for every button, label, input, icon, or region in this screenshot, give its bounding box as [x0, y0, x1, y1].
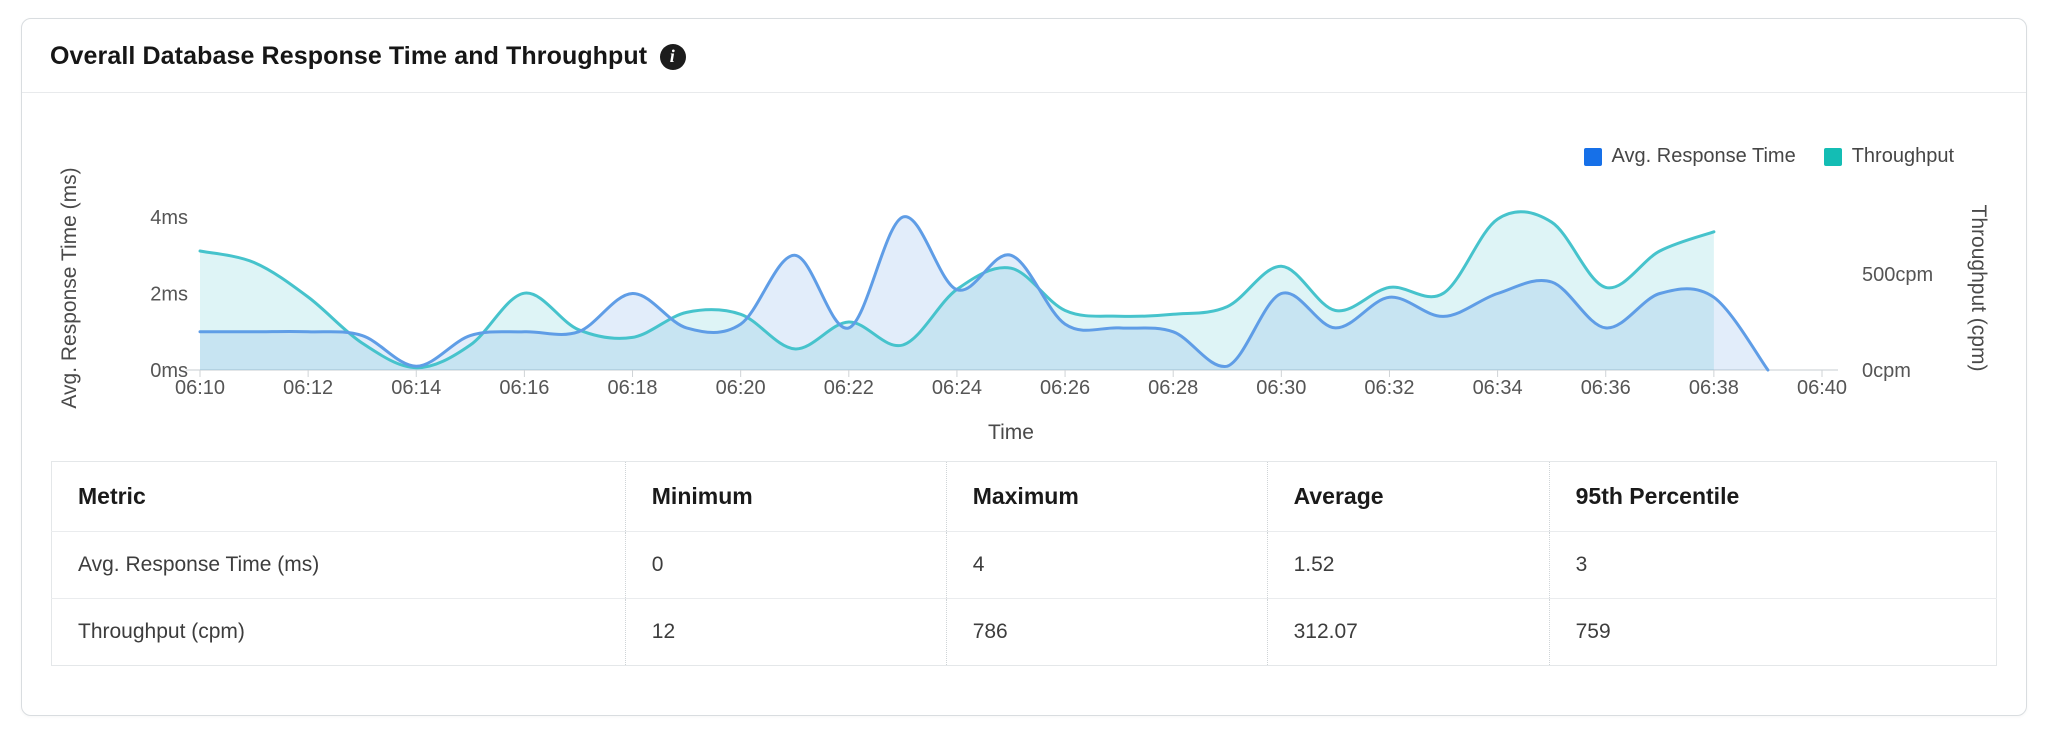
response-throughput-panel: Overall Database Response Time and Throu…	[21, 18, 2027, 716]
x-tick-label: 06:18	[608, 377, 658, 399]
table-body: Avg. Response Time (ms) 0 4 1.52 3 Throughput…	[51, 531, 1997, 666]
x-tick-label: 06:30	[1256, 377, 1306, 399]
value-cell: 786	[945, 598, 1268, 666]
x-tick-label: 06:22	[824, 377, 874, 399]
panel-title: Overall Database Response Time and Throu…	[50, 42, 648, 70]
throughput-swatch	[1823, 147, 1842, 166]
legend-label: Avg. Response Time	[1611, 145, 1796, 167]
chart-legend: Avg. Response Time Throughput	[1583, 145, 1954, 168]
column-header: Minimum	[624, 461, 947, 532]
column-header: Maximum	[945, 461, 1268, 532]
value-cell: 12	[624, 598, 947, 666]
table-header-row: Metric Minimum Maximum Average 95th Percenti…	[52, 461, 1997, 532]
x-tick-label: 06:36	[1581, 377, 1631, 399]
response-time-swatch	[1583, 147, 1602, 166]
x-tick-label: 06:14	[391, 377, 441, 399]
info-icon[interactable]: i	[660, 43, 687, 70]
x-tick-label: 06:40	[1797, 377, 1847, 399]
chart-svg[interactable]: 06:10 06:12 06:14 06:16 06:18 06:20 06:22 06:24…	[22, 93, 2026, 455]
chart-area: Avg. Response Time Throughput 06:10 06:12…	[22, 93, 2026, 455]
series-line	[198, 215, 1770, 372]
value-cell: 1.52	[1266, 531, 1550, 599]
x-tick-label: 06:20	[716, 377, 766, 399]
legend-item-response-time[interactable]: Avg. Response Time	[1583, 145, 1796, 168]
column-header: 95th Percentile	[1548, 461, 1997, 532]
metric-cell: Throughput (cpm)	[51, 598, 626, 666]
x-tick-label: 06:38	[1689, 377, 1739, 399]
right-axis-title: Throughput (cpm)	[1967, 205, 1990, 372]
left-tick-label: 0ms	[150, 360, 188, 382]
legend-label: Throughput	[1851, 145, 1954, 167]
metrics-table-wrap: Metric Minimum Maximum Average 95th Percenti…	[22, 455, 2026, 666]
metrics-table: Metric Minimum Maximum Average 95th Percenti…	[51, 461, 1997, 666]
left-tick-label: 4ms	[150, 207, 188, 229]
x-axis-title: Time	[988, 421, 1034, 444]
x-tick-label: 06:12	[283, 377, 333, 399]
x-tick-label: 06:26	[1040, 377, 1090, 399]
x-tick-label: 06:32	[1364, 377, 1414, 399]
table-row: Avg. Response Time (ms) 0 4 1.52 3	[51, 531, 1997, 599]
right-tick-label: 500cpm	[1862, 264, 1933, 286]
x-tick-label: 06:34	[1473, 377, 1523, 399]
table-head: Metric Minimum Maximum Average 95th Percenti…	[52, 461, 1997, 532]
value-cell: 759	[1548, 598, 1997, 666]
x-tick-label: 06:28	[1148, 377, 1198, 399]
x-tick-label: 06:24	[932, 377, 982, 399]
legend-item-throughput[interactable]: Throughput	[1823, 145, 1954, 168]
metric-cell: Avg. Response Time (ms)	[51, 531, 626, 599]
series-area	[200, 216, 1768, 370]
value-cell: 3	[1548, 531, 1997, 599]
left-axis-title: Avg. Response Time (ms)	[58, 167, 81, 408]
right-tick-label: 0cpm	[1862, 360, 1911, 382]
x-tick-label: 06:10	[175, 377, 225, 399]
left-tick-label: 2ms	[150, 284, 188, 306]
value-cell: 4	[945, 531, 1268, 599]
table-row: Throughput (cpm) 12 786 312.07 759	[51, 598, 1997, 666]
panel-header: Overall Database Response Time and Throu…	[22, 19, 2026, 93]
column-header: Metric	[78, 483, 146, 509]
x-tick-label: 06:16	[499, 377, 549, 399]
value-cell: 0	[624, 531, 947, 599]
column-header: Average	[1266, 461, 1550, 532]
value-cell: 312.07	[1266, 598, 1550, 666]
